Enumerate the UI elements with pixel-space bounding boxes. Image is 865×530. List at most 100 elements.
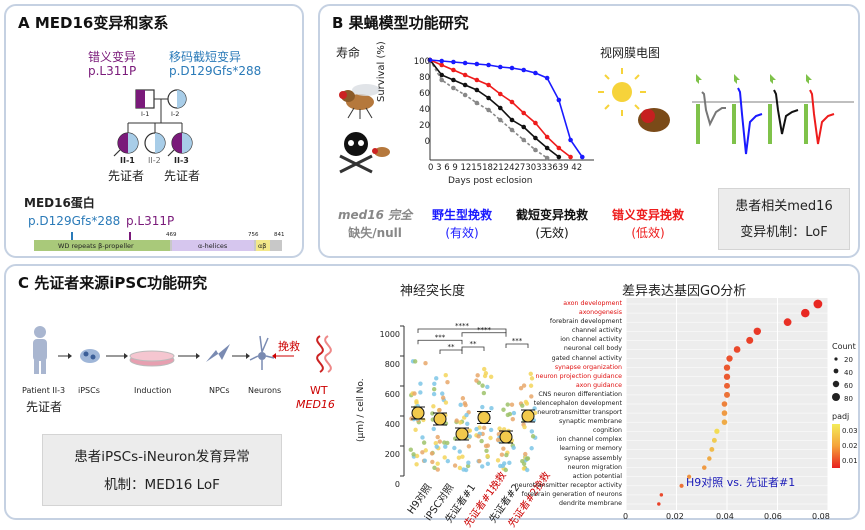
- neurite-point: [456, 455, 462, 460]
- neurite-point: [413, 427, 418, 433]
- go-dot: [721, 410, 728, 416]
- neurite-point: [504, 452, 509, 458]
- sig-label: **: [448, 343, 456, 351]
- padj-legend-values: 0.03 0.02 0.01: [842, 427, 858, 465]
- go-dot: [711, 437, 717, 443]
- neurite-point: [435, 461, 440, 466]
- workflow-diagram: [33, 326, 332, 374]
- pedigree-chart: [34, 89, 282, 251]
- survival-point: [533, 70, 538, 76]
- go-term-label: action potential: [572, 472, 622, 480]
- survival-xticks: 0 3 6 9 12151821242730333639 42: [428, 163, 583, 173]
- go-dot: [702, 465, 707, 470]
- neurite-point: [423, 361, 428, 366]
- pos-841: 841: [274, 232, 285, 238]
- neurite-point: [433, 441, 438, 446]
- neurite-point: [481, 425, 487, 431]
- survival-point: [439, 58, 445, 64]
- neurite-point: [500, 463, 506, 469]
- neurite-point: [521, 383, 527, 388]
- survival-point: [544, 75, 550, 81]
- frameshift-variant: p.D129Gfs*288: [169, 64, 262, 78]
- neurite-point: [495, 458, 501, 463]
- neurite-point: [495, 437, 501, 443]
- pos-756: 756: [248, 232, 259, 238]
- neurite-point: [423, 448, 428, 453]
- go-term-label: cognition: [592, 427, 622, 435]
- panel-b-title: B 果蝇模型功能研究: [332, 14, 469, 32]
- neurite-point: [460, 454, 465, 459]
- neurite-point: [434, 376, 439, 381]
- legend-null: med16 完全 缺失/null: [338, 208, 413, 240]
- go-comparison: H9对照 vs. 先证者#1: [686, 476, 796, 489]
- conclusion-b: 患者相关med16 变异机制：LoF: [718, 188, 850, 250]
- neurite-point: [432, 381, 437, 386]
- survival-point: [509, 65, 515, 71]
- go-dot: [801, 308, 810, 318]
- neurite-point: [488, 374, 494, 379]
- neurite-point: [422, 458, 428, 463]
- survival-point: [556, 154, 562, 160]
- missense-variant: p.L311P: [88, 64, 137, 78]
- go-dot: [723, 373, 731, 380]
- survival-point: [556, 97, 562, 103]
- neurite-point: [443, 444, 448, 449]
- neurite-point: [505, 402, 510, 407]
- neurite-point: [511, 445, 516, 450]
- survival-point: [544, 134, 550, 140]
- legend-wt-rescue: 野生型挽救 (有效): [432, 208, 493, 240]
- go-term-label: axon guidance: [575, 381, 622, 389]
- survival-point: [568, 137, 573, 143]
- neurite-point: [421, 440, 427, 445]
- go-term-label: channel activity: [571, 327, 622, 335]
- go-title: 差异表达基因GO分析: [622, 284, 747, 299]
- go-dot: [813, 299, 823, 309]
- go-term-label: gated channel activity: [551, 354, 622, 362]
- survival-point: [533, 147, 538, 153]
- legend-missense-rescue: 错义变异挽救 (低效): [612, 208, 685, 240]
- neurite-point: [445, 458, 451, 464]
- sig-bracket: [461, 346, 485, 351]
- neurite-point: [474, 426, 479, 432]
- neurite-point: [430, 411, 435, 416]
- neurite-point: [528, 383, 534, 388]
- neurite-point: [435, 467, 440, 472]
- neurite-point: [412, 359, 418, 364]
- neurite-point: [429, 451, 435, 456]
- go-xtick-0: 0: [623, 512, 629, 521]
- neurite-yticks: 1000 800 600 400 200 0: [379, 330, 400, 489]
- neurite-point: [420, 450, 425, 455]
- neurite-point: [463, 402, 468, 408]
- go-dot: [721, 401, 728, 407]
- go-term-label: learning or memory: [559, 445, 622, 453]
- gene-label: MED16: [296, 398, 335, 411]
- workflow-proband: 先证者: [26, 400, 63, 414]
- survival-point: [462, 60, 468, 66]
- workflow-patient: Patient II-3: [22, 386, 66, 395]
- neurite-point: [485, 461, 491, 466]
- neurite-point: [509, 402, 515, 407]
- erg-traces: [598, 68, 854, 155]
- neurite-point: [437, 439, 443, 444]
- survival-point: [462, 92, 468, 98]
- survival-point: [439, 62, 445, 68]
- survival-point: [521, 124, 527, 130]
- neurite-point: [499, 452, 505, 457]
- neurite-point: [521, 466, 527, 471]
- small-fly-icon: [372, 147, 390, 157]
- survival-point: [533, 135, 538, 141]
- go-dot: [724, 382, 730, 389]
- neurite-point: [445, 380, 450, 385]
- go-term-label: neuronal cell body: [563, 345, 622, 353]
- sig-bracket: [461, 332, 507, 337]
- survival-point: [427, 57, 433, 63]
- pos-469: 469: [166, 232, 177, 238]
- neurite-point: [414, 453, 420, 459]
- go-xtick-4: 0.08: [812, 512, 830, 521]
- neurite-point: [520, 403, 525, 408]
- go-dot: [687, 474, 692, 479]
- neurite-point: [523, 451, 528, 457]
- go-dot: [707, 456, 712, 461]
- go-dot: [679, 483, 684, 488]
- conclusion-c: 患者iPSCs-iNeuron发育异常 机制：MED16 LoF: [42, 434, 282, 506]
